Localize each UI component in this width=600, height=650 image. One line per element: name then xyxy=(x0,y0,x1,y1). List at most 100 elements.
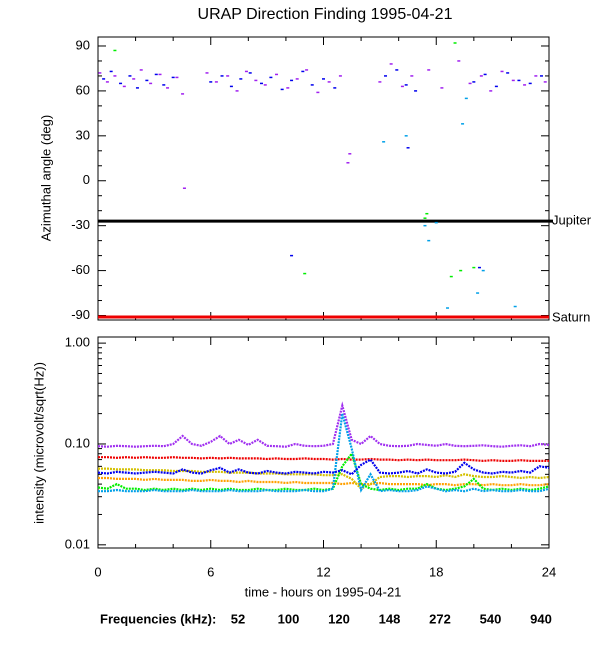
y-tick-label: -30 xyxy=(71,217,90,232)
point xyxy=(425,212,429,215)
point xyxy=(135,87,139,89)
point xyxy=(506,72,510,74)
point xyxy=(406,147,410,149)
point xyxy=(226,75,230,77)
point xyxy=(322,78,325,80)
point xyxy=(523,84,527,86)
y-tick-label: -60 xyxy=(71,262,90,277)
point xyxy=(220,75,224,77)
point xyxy=(481,269,485,272)
x-axis-label: time - hours on 1995-04-21 xyxy=(245,584,402,599)
point xyxy=(423,217,427,219)
point xyxy=(389,63,393,65)
x-tick-label: 24 xyxy=(542,564,556,579)
point xyxy=(259,82,263,85)
point xyxy=(449,275,453,278)
point xyxy=(269,76,273,79)
legend-title: Frequencies (kHz): xyxy=(100,611,216,626)
point xyxy=(348,153,352,155)
annotation: Saturn xyxy=(552,309,590,324)
point xyxy=(472,81,476,83)
point xyxy=(453,42,457,44)
point xyxy=(113,75,117,77)
point xyxy=(162,84,166,86)
point xyxy=(182,187,186,189)
point xyxy=(477,266,481,269)
x-tick-label: 12 xyxy=(316,564,330,579)
point xyxy=(239,78,243,80)
point xyxy=(145,79,149,82)
point xyxy=(275,73,279,76)
y-tick-label: 1.00 xyxy=(65,335,90,350)
point xyxy=(149,82,153,85)
point xyxy=(327,81,331,83)
point xyxy=(500,70,504,73)
point xyxy=(122,85,126,88)
point xyxy=(427,239,431,242)
x-tick-label: 6 xyxy=(207,564,214,579)
y-tick-label: 30 xyxy=(76,127,90,142)
point xyxy=(158,73,162,76)
y-axis-label: intensity (microvolt/sqrt(Hz)) xyxy=(31,362,46,524)
point xyxy=(472,266,476,269)
point xyxy=(528,82,532,85)
point xyxy=(543,81,547,83)
point xyxy=(303,272,307,275)
x-tick-label: 18 xyxy=(429,564,443,579)
point xyxy=(244,70,248,73)
y-tick-label: -90 xyxy=(71,307,90,322)
point xyxy=(139,69,143,71)
point xyxy=(154,73,158,76)
y-axis-label: Azimuthal angle (deg) xyxy=(38,115,53,241)
series-line xyxy=(97,458,550,476)
point xyxy=(513,305,517,308)
series-line xyxy=(98,467,550,491)
point xyxy=(235,90,239,92)
point xyxy=(128,75,132,77)
point xyxy=(414,90,418,92)
y-tick-label: 60 xyxy=(76,82,90,97)
point xyxy=(214,81,218,83)
point xyxy=(511,79,515,82)
point xyxy=(346,162,350,164)
point xyxy=(310,84,314,86)
point xyxy=(483,73,487,76)
point xyxy=(263,84,267,86)
point xyxy=(333,87,337,89)
point xyxy=(301,70,305,73)
point xyxy=(209,81,213,83)
point xyxy=(338,75,342,77)
point xyxy=(410,75,414,77)
point xyxy=(181,93,185,95)
point xyxy=(290,79,294,82)
point xyxy=(384,75,388,77)
point xyxy=(113,49,117,52)
point xyxy=(404,135,408,137)
series-line xyxy=(97,401,550,448)
y-tick-label: 0.01 xyxy=(65,536,90,551)
point xyxy=(427,69,431,71)
point xyxy=(434,221,438,224)
series-line xyxy=(97,451,550,492)
point xyxy=(461,123,465,125)
chart-title: URAP Direction Finding 1995-04-21 xyxy=(198,6,453,23)
point xyxy=(539,75,543,77)
point xyxy=(494,85,498,88)
point xyxy=(229,85,233,88)
point xyxy=(446,307,450,309)
legend-label: 52 xyxy=(231,611,245,626)
point xyxy=(166,87,170,89)
point xyxy=(395,69,399,71)
x-tick-label: 0 xyxy=(94,564,101,579)
series-line xyxy=(98,476,550,487)
annotation: Jupiter xyxy=(552,213,592,228)
point xyxy=(171,76,175,79)
point xyxy=(286,87,290,89)
point xyxy=(423,224,427,227)
point xyxy=(305,69,309,71)
legend-label: 120 xyxy=(328,611,350,626)
point xyxy=(254,79,258,82)
point xyxy=(280,88,284,91)
point xyxy=(295,78,299,80)
